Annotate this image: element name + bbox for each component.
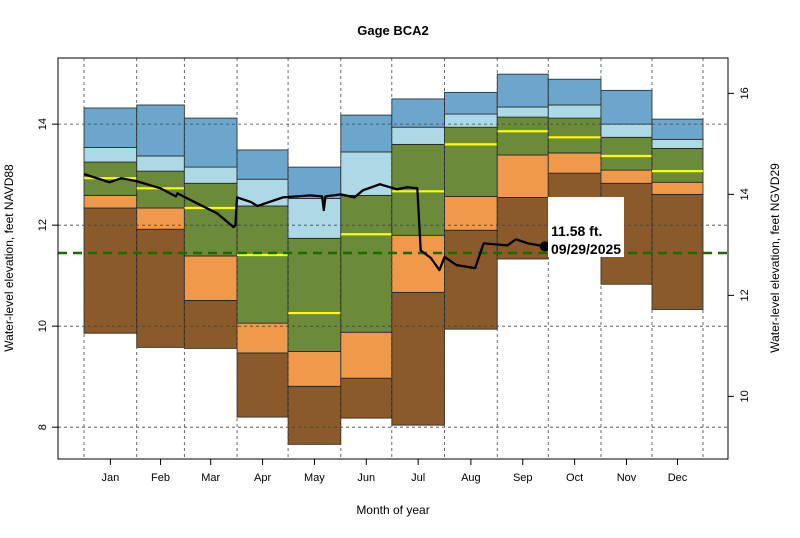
band-p10-p25-may bbox=[287, 351, 342, 387]
band-p75-p90-aug bbox=[444, 113, 498, 128]
band-min-p10-jan bbox=[83, 207, 138, 334]
band-min-p10-jul bbox=[391, 291, 445, 426]
band-p90-max-aug bbox=[444, 91, 498, 115]
y-tick-label-left: 14 bbox=[37, 118, 49, 130]
y-tick-label-right: 16 bbox=[739, 87, 751, 99]
band-p10-p25-feb bbox=[136, 207, 185, 230]
band-p25-p75-may bbox=[287, 237, 342, 352]
x-tick-label-jan: Jan bbox=[102, 472, 120, 484]
x-tick-label-jun: Jun bbox=[357, 472, 375, 484]
band-p75-p90-may bbox=[287, 198, 342, 239]
band-min-p10-mar bbox=[183, 300, 238, 349]
band-p75-p90-jul bbox=[391, 126, 445, 145]
band-p75-p90-dec bbox=[651, 138, 704, 149]
percentile-bands bbox=[83, 73, 704, 445]
band-p10-p25-jan bbox=[83, 194, 138, 209]
annotation-background bbox=[548, 197, 624, 257]
y-tick-label-right: 14 bbox=[739, 188, 751, 200]
current-year-line bbox=[83, 173, 546, 272]
band-p25-p75-oct bbox=[547, 117, 602, 154]
band-p90-max-may bbox=[287, 166, 342, 199]
x-axis-label: Month of year bbox=[356, 503, 429, 517]
band-min-p10-sep bbox=[496, 196, 549, 260]
band-p90-max-feb bbox=[136, 104, 185, 157]
band-p75-p90-feb bbox=[136, 155, 185, 172]
band-p75-p90-sep bbox=[496, 106, 549, 118]
y-tick-label-right: 10 bbox=[739, 390, 751, 402]
y-tick-label-left: 8 bbox=[37, 424, 49, 430]
band-min-p10-aug bbox=[444, 229, 498, 330]
band-p10-p25-jul bbox=[391, 234, 445, 293]
band-p10-p25-nov bbox=[600, 169, 653, 184]
x-tick-label-aug: Aug bbox=[461, 472, 481, 484]
annotation-date: 09/29/2025 bbox=[551, 241, 621, 257]
band-p75-p90-oct bbox=[547, 104, 602, 119]
band-p75-p90-apr bbox=[236, 178, 289, 207]
band-p90-max-jun bbox=[340, 114, 393, 153]
band-min-p10-may bbox=[287, 385, 342, 445]
y-tick-label-left: 10 bbox=[37, 320, 49, 332]
y-axis-label-left: Water-level elevation, feet NAVD88 bbox=[2, 164, 16, 352]
band-p25-p75-aug bbox=[444, 126, 498, 197]
x-tick-label-may: May bbox=[304, 472, 325, 484]
band-p90-max-dec bbox=[651, 118, 704, 140]
band-p90-max-mar bbox=[183, 117, 238, 168]
band-p90-max-jul bbox=[391, 98, 445, 128]
x-tick-label-sep: Sep bbox=[513, 472, 533, 484]
band-p75-p90-nov bbox=[600, 123, 653, 138]
band-p75-p90-jan bbox=[83, 146, 138, 163]
annotation-value: 11.58 ft. bbox=[551, 223, 602, 239]
band-p10-p25-dec bbox=[651, 181, 704, 195]
band-p10-p25-apr bbox=[236, 322, 289, 354]
current-series bbox=[83, 173, 550, 272]
axes: Jan Feb Mar Apr May Jun Jul Aug Sep Oct Nov Dec 8 10 1… bbox=[37, 87, 751, 484]
y-tick-label-left: 12 bbox=[37, 219, 49, 231]
current-value-annotation: 11.58 ft. 09/29/2025 bbox=[548, 197, 624, 257]
band-p10-p25-oct bbox=[547, 152, 602, 174]
plot-frame bbox=[57, 57, 729, 460]
band-p10-p25-aug bbox=[444, 195, 498, 231]
band-p10-p25-sep bbox=[496, 154, 549, 198]
x-tick-label-dec: Dec bbox=[668, 472, 688, 484]
x-tick-label-oct: Oct bbox=[566, 472, 583, 484]
x-tick-label-jul: Jul bbox=[411, 472, 425, 484]
band-p25-p75-mar bbox=[183, 182, 238, 257]
x-tick-label-mar: Mar bbox=[201, 472, 220, 484]
y-axis-label-right: Water-level elevation, feet NGVD29 bbox=[768, 163, 782, 353]
band-p90-max-sep bbox=[496, 73, 549, 108]
band-p90-max-jan bbox=[83, 107, 138, 148]
chart-title: Gage BCA2 bbox=[357, 23, 429, 38]
band-p10-p25-mar bbox=[183, 255, 238, 301]
band-p75-p90-mar bbox=[183, 166, 238, 184]
band-p90-max-nov bbox=[600, 89, 653, 125]
current-value-point bbox=[539, 241, 550, 252]
x-tick-label-apr: Apr bbox=[254, 472, 271, 484]
y-tick-label-right: 12 bbox=[739, 289, 751, 301]
band-p25-p75-dec bbox=[651, 148, 704, 183]
x-tick-label-nov: Nov bbox=[617, 472, 637, 484]
band-p90-max-apr bbox=[236, 149, 289, 180]
band-p25-p75-jun bbox=[340, 194, 393, 333]
band-p25-p75-nov bbox=[600, 136, 653, 171]
x-tick-label-feb: Feb bbox=[151, 472, 170, 484]
band-p90-max-oct bbox=[547, 78, 602, 106]
band-min-p10-jun bbox=[340, 377, 393, 419]
band-min-p10-feb bbox=[136, 228, 185, 348]
band-p10-p25-jun bbox=[340, 331, 393, 379]
band-p25-p75-sep bbox=[496, 116, 549, 156]
band-min-p10-apr bbox=[236, 352, 289, 418]
band-p25-p75-apr bbox=[236, 205, 289, 324]
